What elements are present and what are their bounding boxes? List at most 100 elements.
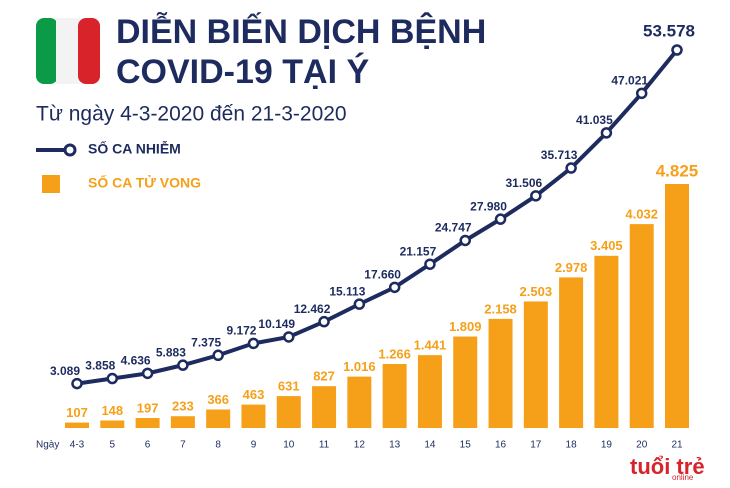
x-tick-label: 7 [180,440,186,451]
case-point [141,367,154,380]
x-tick-label: 17 [530,440,542,451]
title-line-1: DIỄN BIẾN DỊCH BỆNH [116,13,486,51]
x-tick-label: 21 [671,440,683,451]
x-tick-label: 14 [424,440,436,451]
bar-value-label: 2.158 [484,301,517,316]
bar [65,422,89,428]
case-line [76,48,679,386]
flag-red [78,18,100,84]
bar-value-label: 3.405 [590,238,623,253]
bar-value-label: 1.266 [378,346,411,361]
x-tick-label: 10 [283,440,295,451]
line-value-label: 24.747 [435,221,472,235]
legend-label: SỐ CA NHIỄM [88,140,181,157]
case-point [353,298,366,310]
x-tick-label: 5 [110,440,116,451]
bar-value-label: 148 [101,403,123,418]
bar-value-label: 2.978 [555,260,588,275]
italy-flag [36,18,100,84]
bar [276,396,301,428]
x-tick-label: 6 [145,440,151,451]
line-value-label: 47.021 [611,73,648,87]
line-value-label: 9.172 [226,324,256,338]
line-value-label: 5.883 [156,345,186,359]
flag-white [56,18,80,84]
legend-label: SỐ CA TỬ VONG [88,174,201,191]
x-tick-label: 11 [319,440,330,451]
x-tick-label: 18 [566,440,578,451]
x-tick-label: 13 [389,440,401,451]
case-point [177,359,189,371]
bar [135,418,160,428]
case-point [388,281,401,294]
line-value-label: 31.506 [505,176,542,190]
bar [559,277,584,428]
case-point [459,234,471,247]
case-point [318,315,330,328]
line-value-label: 3.089 [50,364,80,378]
bar [629,224,654,428]
case-point [424,258,436,270]
bar-value-label: 1.441 [414,338,447,353]
bar-value-label: 631 [278,379,300,394]
line-value-label: 12.462 [294,302,331,316]
bar [523,301,548,428]
x-tick-label: 15 [460,440,472,451]
bar [170,416,195,428]
bar-value-label: 233 [172,399,194,414]
bar-value-label: 2.503 [520,284,553,299]
title-line-2: COVID-19 TẠI Ý [116,53,369,91]
bar [594,255,619,428]
line-value-label: 17.660 [364,267,401,281]
bar [488,318,513,428]
bar-value-label: 366 [207,392,229,407]
x-tick-label: 9 [251,440,257,451]
x-tick-label: 8 [215,440,221,451]
x-tick-label: 12 [354,440,366,451]
bar [347,376,372,428]
line-value-label: 35.713 [541,148,578,162]
line-value-label: 10.149 [258,317,295,331]
case-point [212,349,224,362]
bar [100,420,125,428]
x-tick-label: 4-3 [70,440,85,451]
bar-value-label: 197 [137,400,159,415]
bar-value-label: 4.825 [656,161,699,180]
x-tick-label: 19 [601,440,613,451]
line-value-label: 21.157 [400,244,437,258]
x-tick-label: 20 [636,440,648,451]
line-value-label: 7.375 [191,335,221,349]
subtitle: Từ ngày 4-3-2020 đến 21-3-2020 [36,103,347,126]
bar-value-label: 1.809 [449,319,482,334]
bar-value-label: 827 [313,369,335,384]
bar-value-label: 463 [243,387,265,402]
logo-text: tuổi trẻ [630,454,705,479]
line-value-label: 27.980 [470,199,507,213]
bar-value-label: 107 [66,405,88,420]
legend-dot [63,143,77,157]
case-point [106,372,119,385]
bar-value-label: 4.032 [625,207,658,222]
bar [312,386,337,428]
bar [417,355,442,428]
case-point [283,331,295,343]
case-point [494,213,507,225]
line-value-label: 3.858 [85,359,115,373]
bar [206,409,231,428]
x-axis-label: Ngày [36,440,59,451]
bar-value-label: 1.016 [343,359,376,374]
logo-sub: online [672,473,694,482]
line-value-label: 53.578 [643,21,695,40]
logo: tuổi trẻ online [630,454,705,482]
case-point [247,337,260,350]
bar [453,336,478,428]
case-point [600,127,613,139]
bar [241,404,266,428]
case-point [565,162,577,174]
case-point [671,44,683,56]
case-point [71,377,83,390]
bar [382,363,407,428]
line-value-label: 15.113 [329,284,365,298]
flag-green [36,18,58,84]
